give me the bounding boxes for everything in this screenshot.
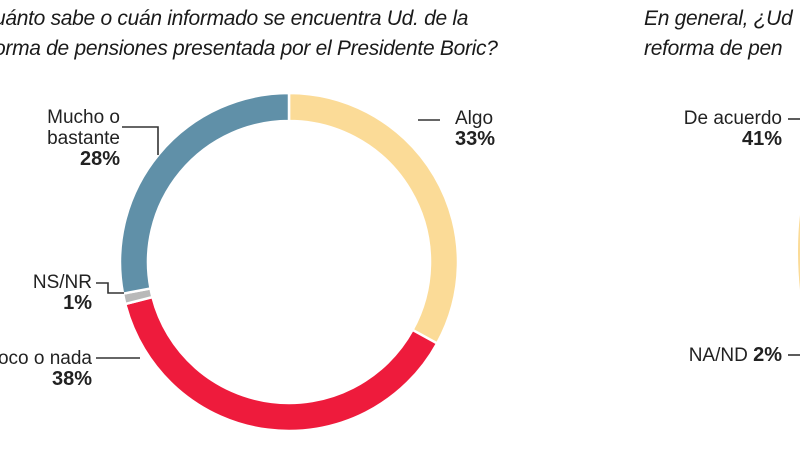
- label-nand: NA/ND 2%: [688, 344, 782, 367]
- label-algo: Algo 33%: [455, 108, 495, 150]
- donut-slice-mucho-o-bastante: [118, 91, 291, 296]
- donut-slice-algo: [287, 91, 460, 346]
- label-acuerdo: De acuerdo 41%: [684, 108, 782, 150]
- slice-pct: 38%: [51, 368, 92, 390]
- slice-label: De acuerdo: [683, 108, 782, 129]
- donut-slice-poco-o-nada: [123, 295, 439, 433]
- label-poco: oco o nada 38%: [0, 348, 92, 390]
- chart-2-title: En general, ¿Ud reforma de pen: [644, 4, 793, 64]
- slice-label: Mucho o: [47, 107, 120, 128]
- slice-pct: 33%: [455, 128, 496, 150]
- slice-label: oco o nada: [0, 348, 92, 369]
- leader-lines: [96, 118, 800, 359]
- slice-label: NS/NR: [32, 272, 92, 293]
- slice-label: Algo: [455, 108, 494, 129]
- slice-label: bastante: [47, 128, 120, 149]
- title-line: orma de pensiones presentada por el Pres…: [0, 37, 498, 60]
- slice-label: NA/ND: [688, 345, 748, 366]
- slice-pct: 28%: [79, 148, 120, 170]
- label-mucho: Mucho o bastante 28%: [47, 107, 120, 170]
- leader-nsnr: [96, 282, 124, 294]
- title-line: En general, ¿Ud: [644, 7, 793, 30]
- chart-1-title: uánto sabe o cuán informado se encuentra…: [0, 4, 498, 64]
- slice-pct: 1%: [63, 292, 92, 314]
- slice-pct: 2%: [753, 344, 782, 366]
- leader-mucho: [122, 126, 159, 155]
- title-line: reforma de pen: [644, 37, 783, 60]
- label-nsnr: NS/NR 1%: [33, 272, 92, 314]
- title-line: uánto sabe o cuán informado se encuentra…: [0, 7, 469, 30]
- slice-pct: 41%: [741, 128, 782, 150]
